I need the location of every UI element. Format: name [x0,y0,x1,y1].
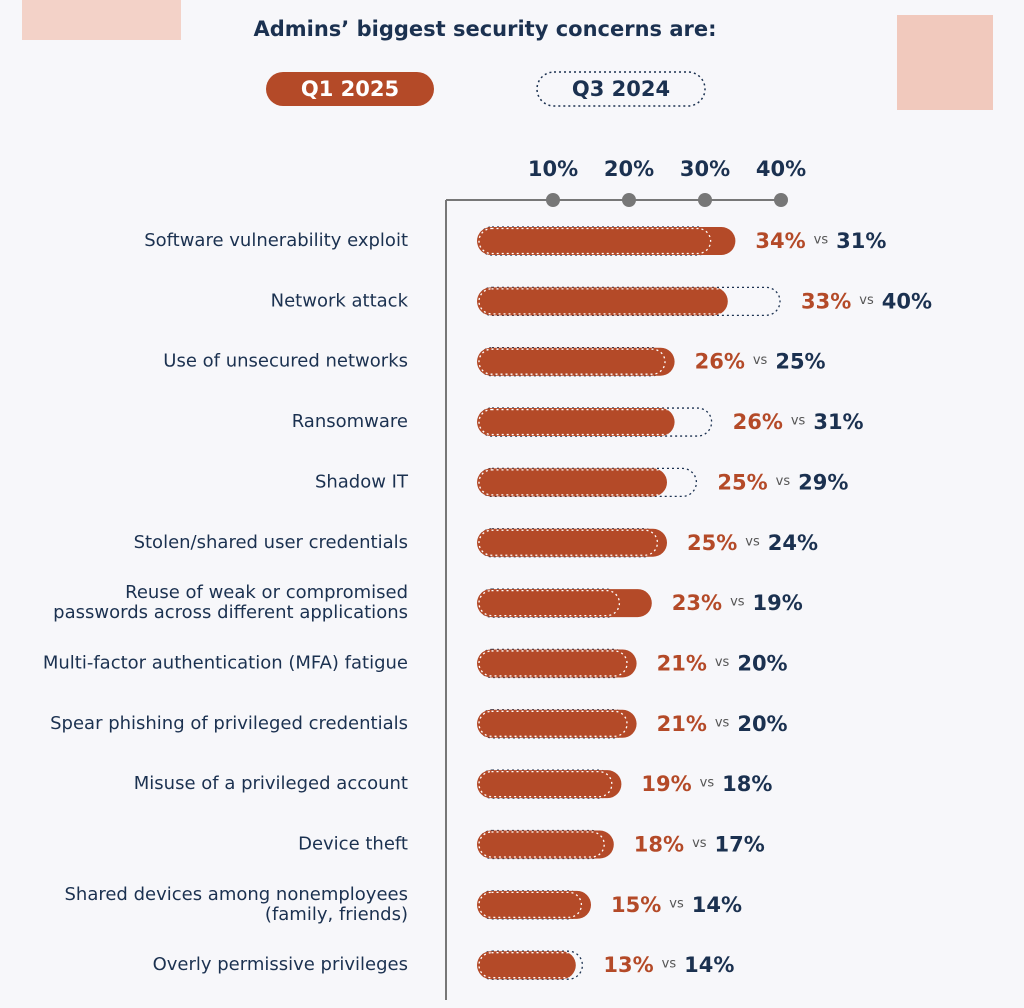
value-label: 40% [882,289,932,313]
bar [477,227,736,255]
comparison-word: vs [715,655,730,670]
bar [477,770,622,799]
bar-outline [478,227,712,255]
bar [477,408,675,437]
category-label: Ransomware [292,411,408,432]
value-label: 29% [798,470,848,494]
bar-outline [478,529,659,556]
legend: Q1 2025 Q3 2024 [266,71,706,107]
value-label: 20% [737,712,787,736]
tick-mark [774,193,788,207]
category-label: Stolen/shared user credentials [134,532,408,553]
chart-title: Admins’ biggest security concerns are: [253,17,716,41]
value-label: 26% [695,350,745,374]
bar-outline [478,408,675,436]
comparison-word: vs [859,293,874,308]
value-label: 19% [641,772,691,796]
comparison-word: vs [692,836,707,851]
value-label: 31% [813,410,863,434]
category-label: Reuse of weak or compromised passwords ac… [53,582,408,623]
value-label: 18% [634,833,684,857]
bar [477,287,728,316]
decor-block [897,15,993,110]
value-label: 24% [768,531,818,555]
tick-mark [546,193,560,207]
value-label: 25% [687,531,737,555]
value-label: 14% [684,953,734,977]
comparison-word: vs [745,534,760,549]
bar [477,528,667,557]
category-label: Shadow IT [315,471,409,492]
bar [477,709,637,738]
bar-outline [478,469,667,496]
value-label: 13% [603,953,653,977]
comparison-word: vs [715,715,730,730]
category-label: Network attack [271,290,409,311]
value-label: 33% [801,289,851,313]
value-label: 21% [657,712,707,736]
legend-swatch [266,72,434,106]
value-label: 25% [775,350,825,374]
value-label: 26% [733,410,783,434]
value-label: 15% [611,893,661,917]
bar [477,468,667,497]
bar-outline [478,650,628,677]
legend-swatch [536,71,706,107]
comparison-word: vs [753,353,768,368]
bar-outline [478,952,576,979]
comparison-word: vs [669,896,684,911]
comparison-word: vs [730,595,745,610]
bar-outline [478,831,605,858]
value-label: 25% [717,470,767,494]
bar-outline [478,710,628,737]
comparison-word: vs [700,776,715,791]
x-tick-label: 40% [756,157,806,181]
bar [477,347,675,376]
x-tick-label: 30% [680,157,730,181]
comparison-word: vs [791,414,806,429]
comparison-word: vs [662,957,677,972]
x-tick-label: 10% [528,157,578,181]
comparison-word: vs [814,233,829,248]
value-label: 23% [672,591,722,615]
tick-mark [622,193,636,207]
category-label: Multi-factor authentication (MFA) fatigu… [43,652,408,673]
bar [477,951,576,980]
x-tick-label: 20% [604,157,654,181]
category-label: Device theft [298,834,408,855]
bar-outline [478,288,728,315]
value-label: 17% [715,833,765,857]
bar [477,830,614,859]
category-label: Shared devices among nonemployees (family… [64,884,408,925]
value-label: 19% [753,591,803,615]
category-label: Misuse of a privileged account [134,773,408,794]
bar-outline [478,891,583,918]
tick-mark [698,193,712,207]
value-label: 34% [755,229,805,253]
comparison-word: vs [776,474,791,489]
legend-label: Q1 2025 [301,77,399,101]
bar-outline [478,771,613,798]
bar [477,890,591,919]
category-label: Software vulnerability exploit [144,230,408,251]
category-label: Spear phishing of privileged credentials [50,713,408,734]
bar-outline [478,348,666,375]
legend-label: Q3 2024 [572,77,670,101]
value-label: 21% [657,651,707,675]
value-label: 31% [836,229,886,253]
category-label: Overly permissive privileges [153,954,408,975]
decor-block [22,0,181,40]
value-label: 14% [692,893,742,917]
bar [477,589,652,618]
value-label: 20% [737,651,787,675]
category-label: Use of unsecured networks [163,351,408,372]
bar [477,649,637,678]
value-label: 18% [722,772,772,796]
